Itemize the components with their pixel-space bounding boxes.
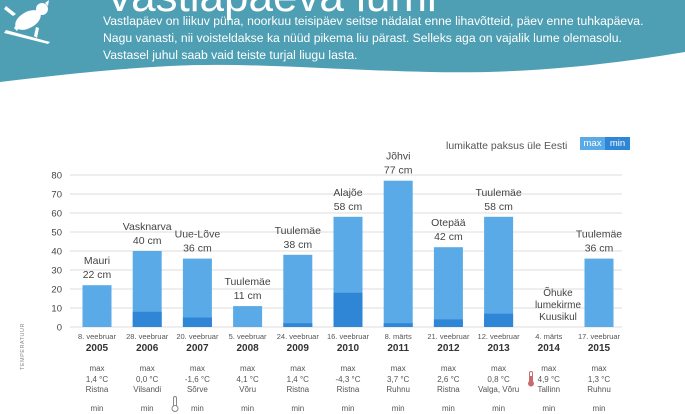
bar-value-label: 42 cm [434, 231, 463, 243]
bar-value-label: 11 cm [234, 290, 262, 302]
bar-max [233, 306, 262, 327]
x-date-label: 8. veebruar [78, 332, 116, 341]
bar-value-label: 38 cm [284, 239, 313, 251]
x-date-label: 12. veebruar [478, 332, 521, 341]
bar-place-label: Jõhvi [386, 151, 411, 163]
x-date-label: 8. märts [385, 332, 412, 341]
bar-max [434, 247, 463, 327]
y-tick-label: 80 [51, 171, 62, 182]
bar-value-label: 36 cm [183, 243, 212, 255]
note-line: lumekirme [520, 300, 596, 312]
bar-place-label: Otepää [431, 217, 466, 229]
bar-min [283, 323, 312, 327]
bar-max [484, 217, 513, 327]
bar-value-label: 77 cm [384, 165, 413, 177]
temp-label: max [569, 364, 629, 375]
x-date-label: 21. veebruar [427, 332, 470, 341]
temperature-side-label: TEMPERATUUR [20, 323, 26, 370]
bar-min [334, 293, 363, 327]
header-banner: Vastlapäeva lumi Vastlapäev on liikuv pü… [0, 0, 685, 95]
bar-value-label: 58 cm [484, 201, 513, 213]
bar-place-label: Tuulemäe [475, 187, 521, 199]
x-tick-label: 2012 [437, 343, 460, 354]
bar-place-label: Mauri [84, 255, 110, 267]
bar-place-label: Alajõe [333, 187, 362, 199]
bar-max [183, 259, 212, 327]
temp-value: 1,3 °C [569, 375, 629, 386]
x-tick-label: 2006 [136, 343, 159, 354]
temp-place: Ruhnu [569, 385, 629, 396]
bar-min [133, 312, 162, 327]
intro-line: Vastlapäev on liikuv püha, noorkuu teisi… [103, 13, 678, 30]
x-tick-label: 2014 [538, 343, 561, 354]
bar-value-label: 22 cm [83, 269, 112, 281]
note-line: Õhuke [520, 288, 596, 300]
bar-min [183, 318, 212, 328]
bar-value-label: 36 cm [585, 243, 614, 255]
bar-max [83, 285, 112, 327]
bar-min [434, 319, 463, 327]
bar-min [384, 323, 413, 327]
y-tick-label: 50 [51, 228, 62, 239]
x-tick-label: 2010 [337, 343, 360, 354]
y-tick-label: 30 [51, 266, 62, 277]
y-tick-label: 60 [51, 209, 62, 220]
note-2014: Õhuke lumekirme Kuusikul [520, 288, 596, 324]
bar-place-label: Tuulemäe [275, 225, 321, 237]
intro-line: Nagu vanasti, nii voisteldakse ka nüüd p… [103, 30, 678, 47]
x-tick-label: 2005 [86, 343, 109, 354]
bar-max [283, 255, 312, 327]
temp-min-label: min [569, 404, 629, 414]
y-tick-label: 20 [51, 285, 62, 296]
bar-place-label: Uue-Lõve [175, 229, 221, 241]
bar-value-label: 58 cm [334, 201, 363, 213]
x-date-label: 24. veebruar [277, 332, 320, 341]
x-tick-label: 2009 [287, 343, 310, 354]
y-tick-label: 10 [51, 304, 62, 315]
x-tick-label: 2008 [236, 343, 259, 354]
x-tick-label: 2013 [487, 343, 510, 354]
y-tick-label: 0 [57, 323, 62, 334]
bar-place-label: Tuulemäe [224, 276, 270, 288]
intro-text: Vastlapäev on liikuv püha, noorkuu teisi… [103, 13, 678, 64]
intro-line: Vastasel juhul saab vaid teiste turjal l… [103, 47, 678, 64]
x-tick-label: 2011 [387, 343, 409, 354]
x-date-label: 20. veebruar [176, 332, 219, 341]
sledding-dog-icon [0, 0, 60, 44]
x-date-label: 4. märts [535, 332, 562, 341]
bar-place-label: Vasknarva [123, 221, 172, 233]
x-tick-label: 2015 [588, 343, 611, 354]
bar-min [484, 314, 513, 327]
bar-max [384, 181, 413, 327]
thermometer-icon [527, 371, 535, 387]
bar-place-label: Tuulemäe [576, 229, 622, 241]
y-tick-label: 70 [51, 190, 62, 201]
x-date-label: 5. veebruar [229, 332, 267, 341]
bar-value-label: 40 cm [133, 235, 162, 247]
x-date-label: 28. veebruar [126, 332, 169, 341]
x-tick-label: 2007 [186, 343, 209, 354]
note-line: Kuusikul [520, 312, 596, 324]
y-tick-label: 40 [51, 247, 62, 258]
x-date-label: 16. veebruar [327, 332, 370, 341]
x-date-label: 17. veebruar [578, 332, 621, 341]
